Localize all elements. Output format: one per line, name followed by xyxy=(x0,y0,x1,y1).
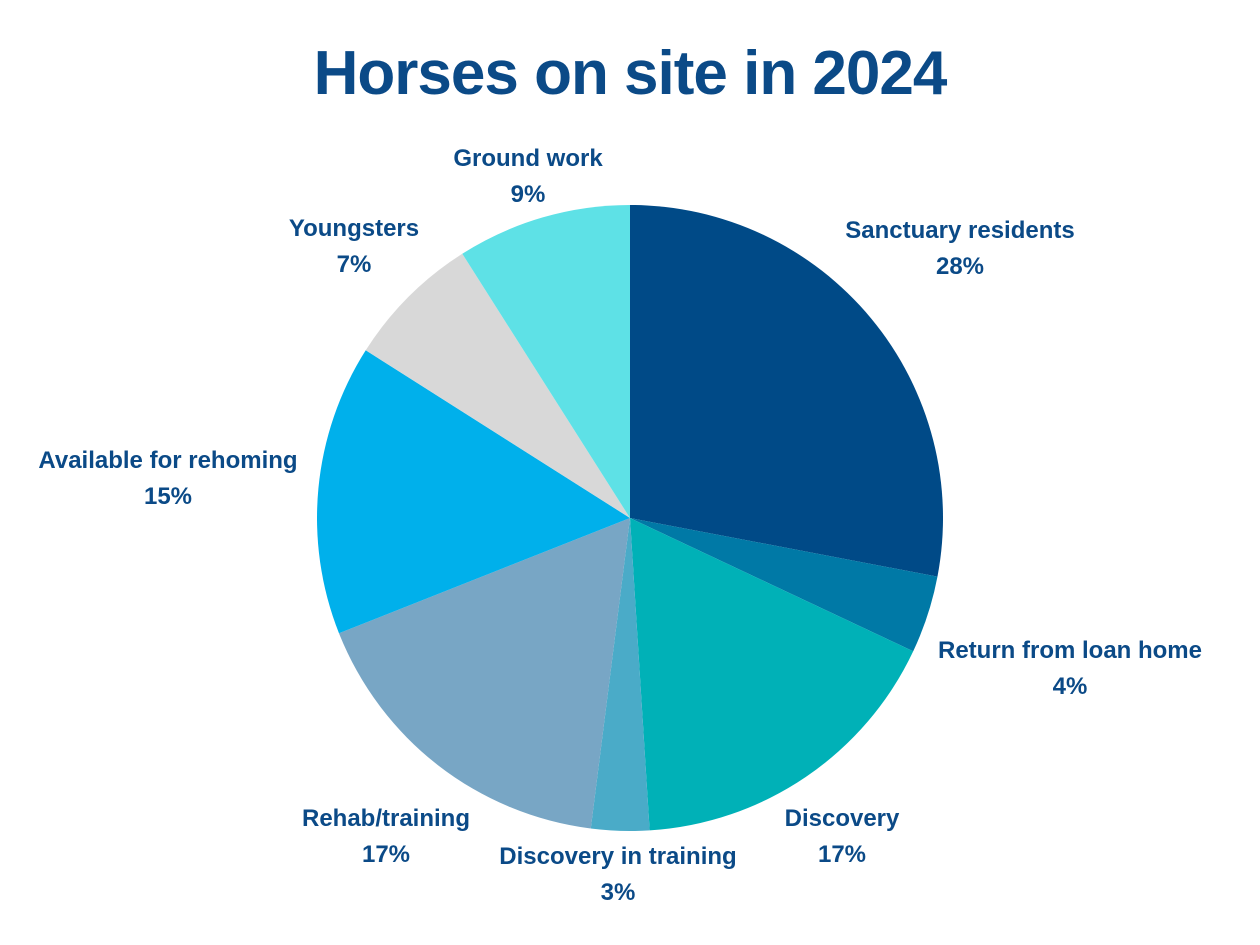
slice-label: Return from loan home 4% xyxy=(938,637,1202,700)
pie-slice-rehab-training xyxy=(338,518,630,829)
slice-label: Discovery in training 3% xyxy=(499,843,736,906)
slice-label-value: 4% xyxy=(1053,673,1088,700)
pie-slice-sanctuary-residents xyxy=(630,205,944,577)
slice-label: Discovery 17% xyxy=(785,805,900,868)
slice-label-name: Sanctuary residents xyxy=(845,217,1074,244)
slice-label-value: 15% xyxy=(144,483,192,510)
pie-slice-return-from-loan-home xyxy=(630,518,938,652)
slice-label-value: 3% xyxy=(601,879,636,906)
pie-slice-ground-work xyxy=(462,205,630,518)
slice-label-name: Discovery in training xyxy=(499,843,736,870)
pie-slice-discovery-in-training xyxy=(590,518,650,831)
pie-labels: Sanctuary residents 28% Return from loan h… xyxy=(38,145,1202,906)
pie-slices xyxy=(317,205,944,831)
slice-label-name: Ground work xyxy=(453,145,603,172)
slice-label-value: 7% xyxy=(337,251,372,278)
slice-label: Youngsters 7% xyxy=(289,215,419,278)
pie-slice-youngsters xyxy=(365,253,630,519)
chart-title: Horses on site in 2024 xyxy=(313,39,948,108)
slice-label: Rehab/training 17% xyxy=(302,805,470,868)
slice-label-name: Discovery xyxy=(785,805,900,832)
slice-label-name: Return from loan home xyxy=(938,637,1202,664)
pie-slice-available-for-rehoming xyxy=(317,350,630,634)
slice-label-name: Available for rehoming xyxy=(38,447,297,474)
slice-label-value: 17% xyxy=(362,841,410,868)
slice-label: Available for rehoming 15% xyxy=(38,447,297,510)
slice-label-name: Rehab/training xyxy=(302,805,470,832)
slice-label-value: 17% xyxy=(818,841,866,868)
slice-label: Ground work 9% xyxy=(453,145,603,208)
slice-label-value: 9% xyxy=(511,181,546,208)
slice-label-value: 28% xyxy=(936,253,984,280)
slice-label: Sanctuary residents 28% xyxy=(845,217,1074,280)
slice-label-name: Youngsters xyxy=(289,215,419,242)
pie-slice-discovery xyxy=(630,518,914,831)
